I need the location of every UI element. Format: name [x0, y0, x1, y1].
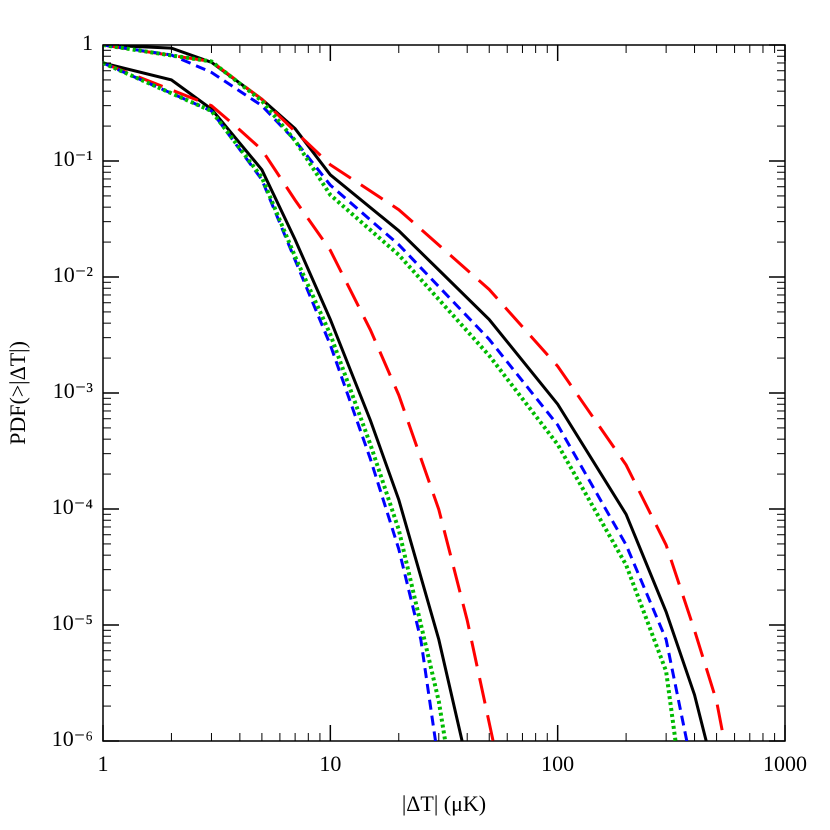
series-line — [103, 61, 464, 741]
series-line — [103, 45, 678, 741]
plot-frame — [102, 44, 786, 742]
x-tick-label: 1 — [98, 751, 109, 776]
y-tick-label: 10⁻² — [53, 262, 94, 287]
series-line — [103, 45, 708, 741]
series-line — [103, 61, 448, 741]
y-tick-label: 10⁻⁶ — [52, 726, 93, 751]
series-line — [103, 45, 726, 741]
y-tick-label: 10⁻¹ — [53, 146, 93, 171]
x-tick-label: 10 — [319, 751, 341, 776]
y-axis-label: PDF(>|ΔT|) — [5, 341, 30, 445]
series-line — [103, 45, 689, 741]
x-axis-label: |ΔT| (μK) — [402, 791, 486, 816]
y-tick-label: 10⁻⁴ — [52, 494, 94, 519]
y-tick-label: 10⁻³ — [53, 378, 94, 403]
series-line — [103, 61, 495, 741]
series-line — [103, 61, 437, 741]
y-tick-label: 1 — [82, 30, 93, 55]
x-tick-label: 1000 — [763, 751, 807, 776]
x-tick-label: 100 — [541, 751, 574, 776]
curves — [103, 45, 726, 741]
y-tick-label: 10⁻⁵ — [52, 610, 93, 635]
